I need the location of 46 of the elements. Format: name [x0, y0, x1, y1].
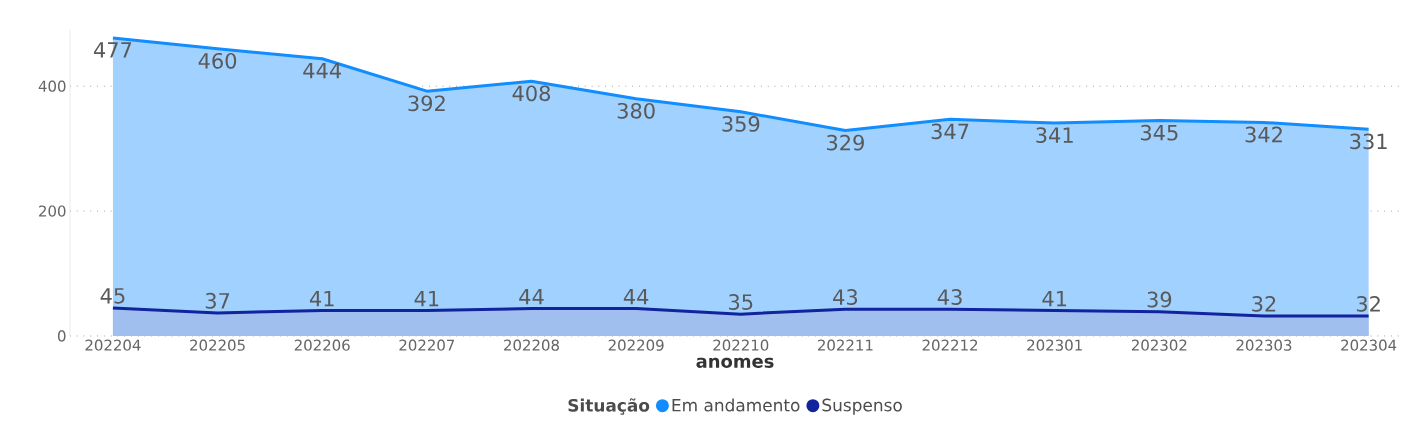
- data-label: 331: [1350, 133, 1387, 150]
- legend-label: Suspenso: [822, 398, 902, 415]
- data-label: 329: [827, 134, 864, 151]
- x-tick-label: 202212: [922, 339, 978, 351]
- x-tick-label: 202211: [817, 339, 873, 351]
- data-label: 341: [1036, 127, 1073, 144]
- data-label: 41: [1042, 290, 1067, 307]
- data-label: 460: [198, 52, 237, 69]
- data-label: 41: [414, 290, 439, 307]
- legend-title: Situação: [568, 398, 650, 415]
- y-tick-label: 200: [39, 205, 66, 217]
- data-label: 342: [1245, 126, 1282, 143]
- x-tick-label: 202209: [608, 339, 664, 351]
- x-tick-label: 202206: [294, 339, 350, 351]
- y-tick-label: 0: [57, 330, 66, 342]
- data-label: 39: [1147, 291, 1172, 308]
- x-tick-label: 202204: [85, 339, 141, 351]
- data-label: 345: [1140, 124, 1178, 141]
- x-tick-label: 202304: [1341, 339, 1397, 351]
- legend-label: Em andamento: [672, 398, 800, 412]
- data-label: 359: [722, 115, 760, 132]
- x-tick-label: 202208: [504, 339, 559, 351]
- data-label: 32: [1252, 295, 1276, 312]
- x-axis-title: anomes: [696, 357, 774, 368]
- x-tick-label: 202303: [1236, 339, 1292, 351]
- data-label: 35: [729, 294, 753, 310]
- data-label: 43: [833, 289, 858, 305]
- data-label: 392: [408, 95, 445, 112]
- data-label: 32: [1356, 295, 1380, 312]
- data-label: 408: [512, 85, 551, 102]
- data-label: 477: [93, 42, 132, 58]
- data-label: 41: [309, 290, 334, 307]
- data-label: 347: [931, 123, 969, 140]
- x-tick-label: 202210: [713, 339, 769, 351]
- x-tick-label: 202302: [1131, 339, 1187, 351]
- y-tick-label: 400: [38, 80, 66, 92]
- x-tick-label: 202207: [399, 339, 455, 351]
- x-tick-label: 202301: [1027, 339, 1082, 351]
- data-label: 44: [623, 289, 649, 305]
- data-label: 37: [205, 292, 230, 309]
- data-label: 43: [937, 289, 962, 305]
- data-label: 444: [303, 62, 341, 79]
- data-label: 44: [519, 289, 544, 305]
- data-label: 380: [617, 102, 655, 119]
- data-label: 45: [100, 288, 125, 304]
- x-tick-label: 202205: [190, 339, 245, 351]
